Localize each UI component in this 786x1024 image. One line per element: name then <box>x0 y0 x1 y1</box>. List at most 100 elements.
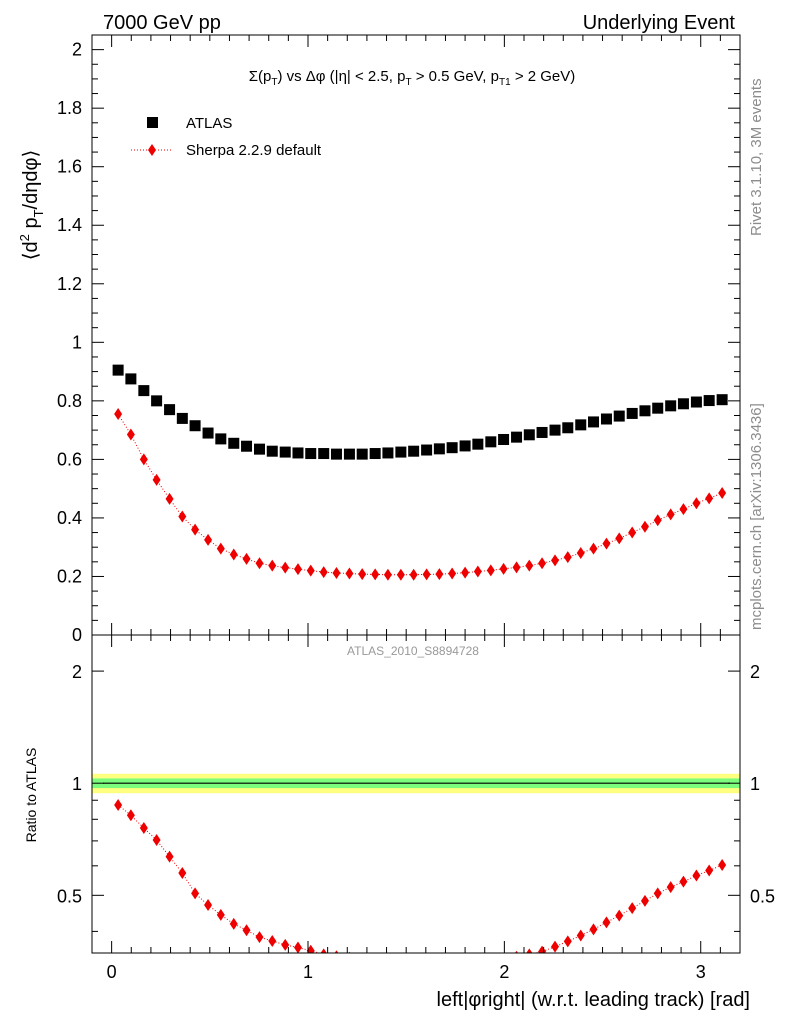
ratio-x-ticks: 0 1 2 3 <box>107 635 741 982</box>
sherpa-point <box>255 557 264 570</box>
ratio-y-tick-label-right: 0.5 <box>750 886 775 906</box>
atlas-point <box>639 405 651 417</box>
main-y-ticks: 0 0.2 0.4 0.6 0.8 1 1.2 1.4 1.6 1.8 2 <box>57 34 740 645</box>
sherpa-point <box>551 554 560 567</box>
atlas-point <box>343 448 355 460</box>
ratio-point <box>306 944 315 953</box>
ratio-point <box>204 898 213 911</box>
atlas-point <box>382 447 394 459</box>
atlas-point <box>716 394 728 406</box>
main-y-tick-label: 2 <box>72 40 82 60</box>
ratio-point <box>526 948 533 953</box>
ratio-point <box>718 859 727 872</box>
main-y-tick-label: 0 <box>72 625 82 645</box>
atlas-point <box>125 373 137 385</box>
ratio-point <box>371 955 379 967</box>
ratio-y-tick-label: 2 <box>72 662 82 682</box>
sherpa-points <box>114 408 727 581</box>
ratio-point <box>487 954 495 966</box>
atlas-point <box>498 433 510 445</box>
main-y-tick-label: 1.6 <box>57 157 82 177</box>
atlas-point <box>279 446 291 458</box>
main-y-tick-label: 0.8 <box>57 391 82 411</box>
atlas-point <box>215 433 227 445</box>
ratio-point <box>640 894 649 907</box>
ratio-point <box>448 958 456 970</box>
ratio-point <box>216 908 225 921</box>
ratio-panel-frame <box>91 634 741 954</box>
sherpa-point <box>473 565 482 578</box>
sherpa-point <box>383 568 392 581</box>
sherpa-point <box>345 567 354 580</box>
atlas-point <box>652 402 664 414</box>
x-tick-label: 3 <box>696 962 706 982</box>
sherpa-point <box>204 533 213 546</box>
atlas-point <box>330 448 342 460</box>
sherpa-point <box>615 532 624 545</box>
atlas-point <box>485 436 497 448</box>
sherpa-point <box>165 492 174 505</box>
legend-sherpa-marker <box>148 144 156 156</box>
ratio-point <box>293 941 302 953</box>
x-tick-label: 2 <box>499 962 509 982</box>
sherpa-point <box>679 503 688 516</box>
atlas-point <box>588 416 600 428</box>
ratio-point <box>410 958 418 970</box>
sherpa-point <box>319 566 328 579</box>
sherpa-point <box>718 487 727 500</box>
atlas-point <box>446 442 458 454</box>
sherpa-point <box>576 547 585 560</box>
ratio-point <box>602 916 611 929</box>
atlas-point <box>472 438 484 450</box>
legend-atlas-marker <box>147 117 158 128</box>
ratio-point <box>229 917 238 930</box>
main-x-ticks <box>111 35 741 635</box>
atlas-point <box>421 444 433 456</box>
ratio-point <box>679 875 688 888</box>
ratio-point <box>692 869 701 882</box>
ratio-y-axis-label: Ratio to ATLAS <box>23 748 39 843</box>
sherpa-point <box>461 566 470 579</box>
atlas-point <box>536 426 548 438</box>
atlas-point <box>600 413 612 425</box>
sherpa-point <box>409 568 418 581</box>
ratio-point <box>358 953 366 965</box>
atlas-point <box>228 437 240 449</box>
sherpa-point <box>692 497 701 510</box>
atlas-point <box>626 407 638 419</box>
atlas-point <box>164 404 176 416</box>
atlas-point <box>575 419 587 431</box>
atlas-point <box>549 424 561 436</box>
atlas-point <box>395 446 407 458</box>
ratio-y-tick-label-right: 1 <box>750 774 760 794</box>
sherpa-point <box>371 568 380 581</box>
ratio-point <box>268 934 277 947</box>
sherpa-point <box>628 526 637 539</box>
main-y-tick-label: 0.4 <box>57 508 82 528</box>
sherpa-point <box>216 542 225 555</box>
ratio-point <box>178 866 187 879</box>
ratio-point <box>152 833 161 846</box>
sherpa-point <box>358 568 367 581</box>
sherpa-point <box>191 523 200 536</box>
ratio-point <box>126 809 135 822</box>
ratio-line <box>117 804 723 953</box>
sherpa-point <box>602 537 611 550</box>
main-y-tick-label: 0.6 <box>57 449 82 469</box>
ratio-panel: 0.5 0.5 1 1 2 2 0 1 2 3 Ratio to ATLAS left|φrig… <box>23 634 775 1011</box>
ratio-y-tick-label: 1 <box>72 774 82 794</box>
sherpa-point <box>563 551 572 564</box>
atlas-point <box>408 445 420 457</box>
ratio-point <box>551 940 560 953</box>
main-y-tick-label: 1.8 <box>57 98 82 118</box>
ratio-y-tick-label-right: 2 <box>750 662 760 682</box>
x-axis-label: left|φright| (w.r.t. leading track) [rad… <box>437 989 750 1011</box>
legend-sherpa-label: Sherpa 2.2.9 default <box>186 142 322 159</box>
atlas-point <box>690 396 702 408</box>
atlas-point <box>292 447 304 459</box>
sherpa-point <box>126 428 135 441</box>
atlas-point <box>369 448 381 460</box>
ratio-point <box>320 948 327 953</box>
ratio-point <box>461 957 469 969</box>
sherpa-point <box>538 557 547 570</box>
